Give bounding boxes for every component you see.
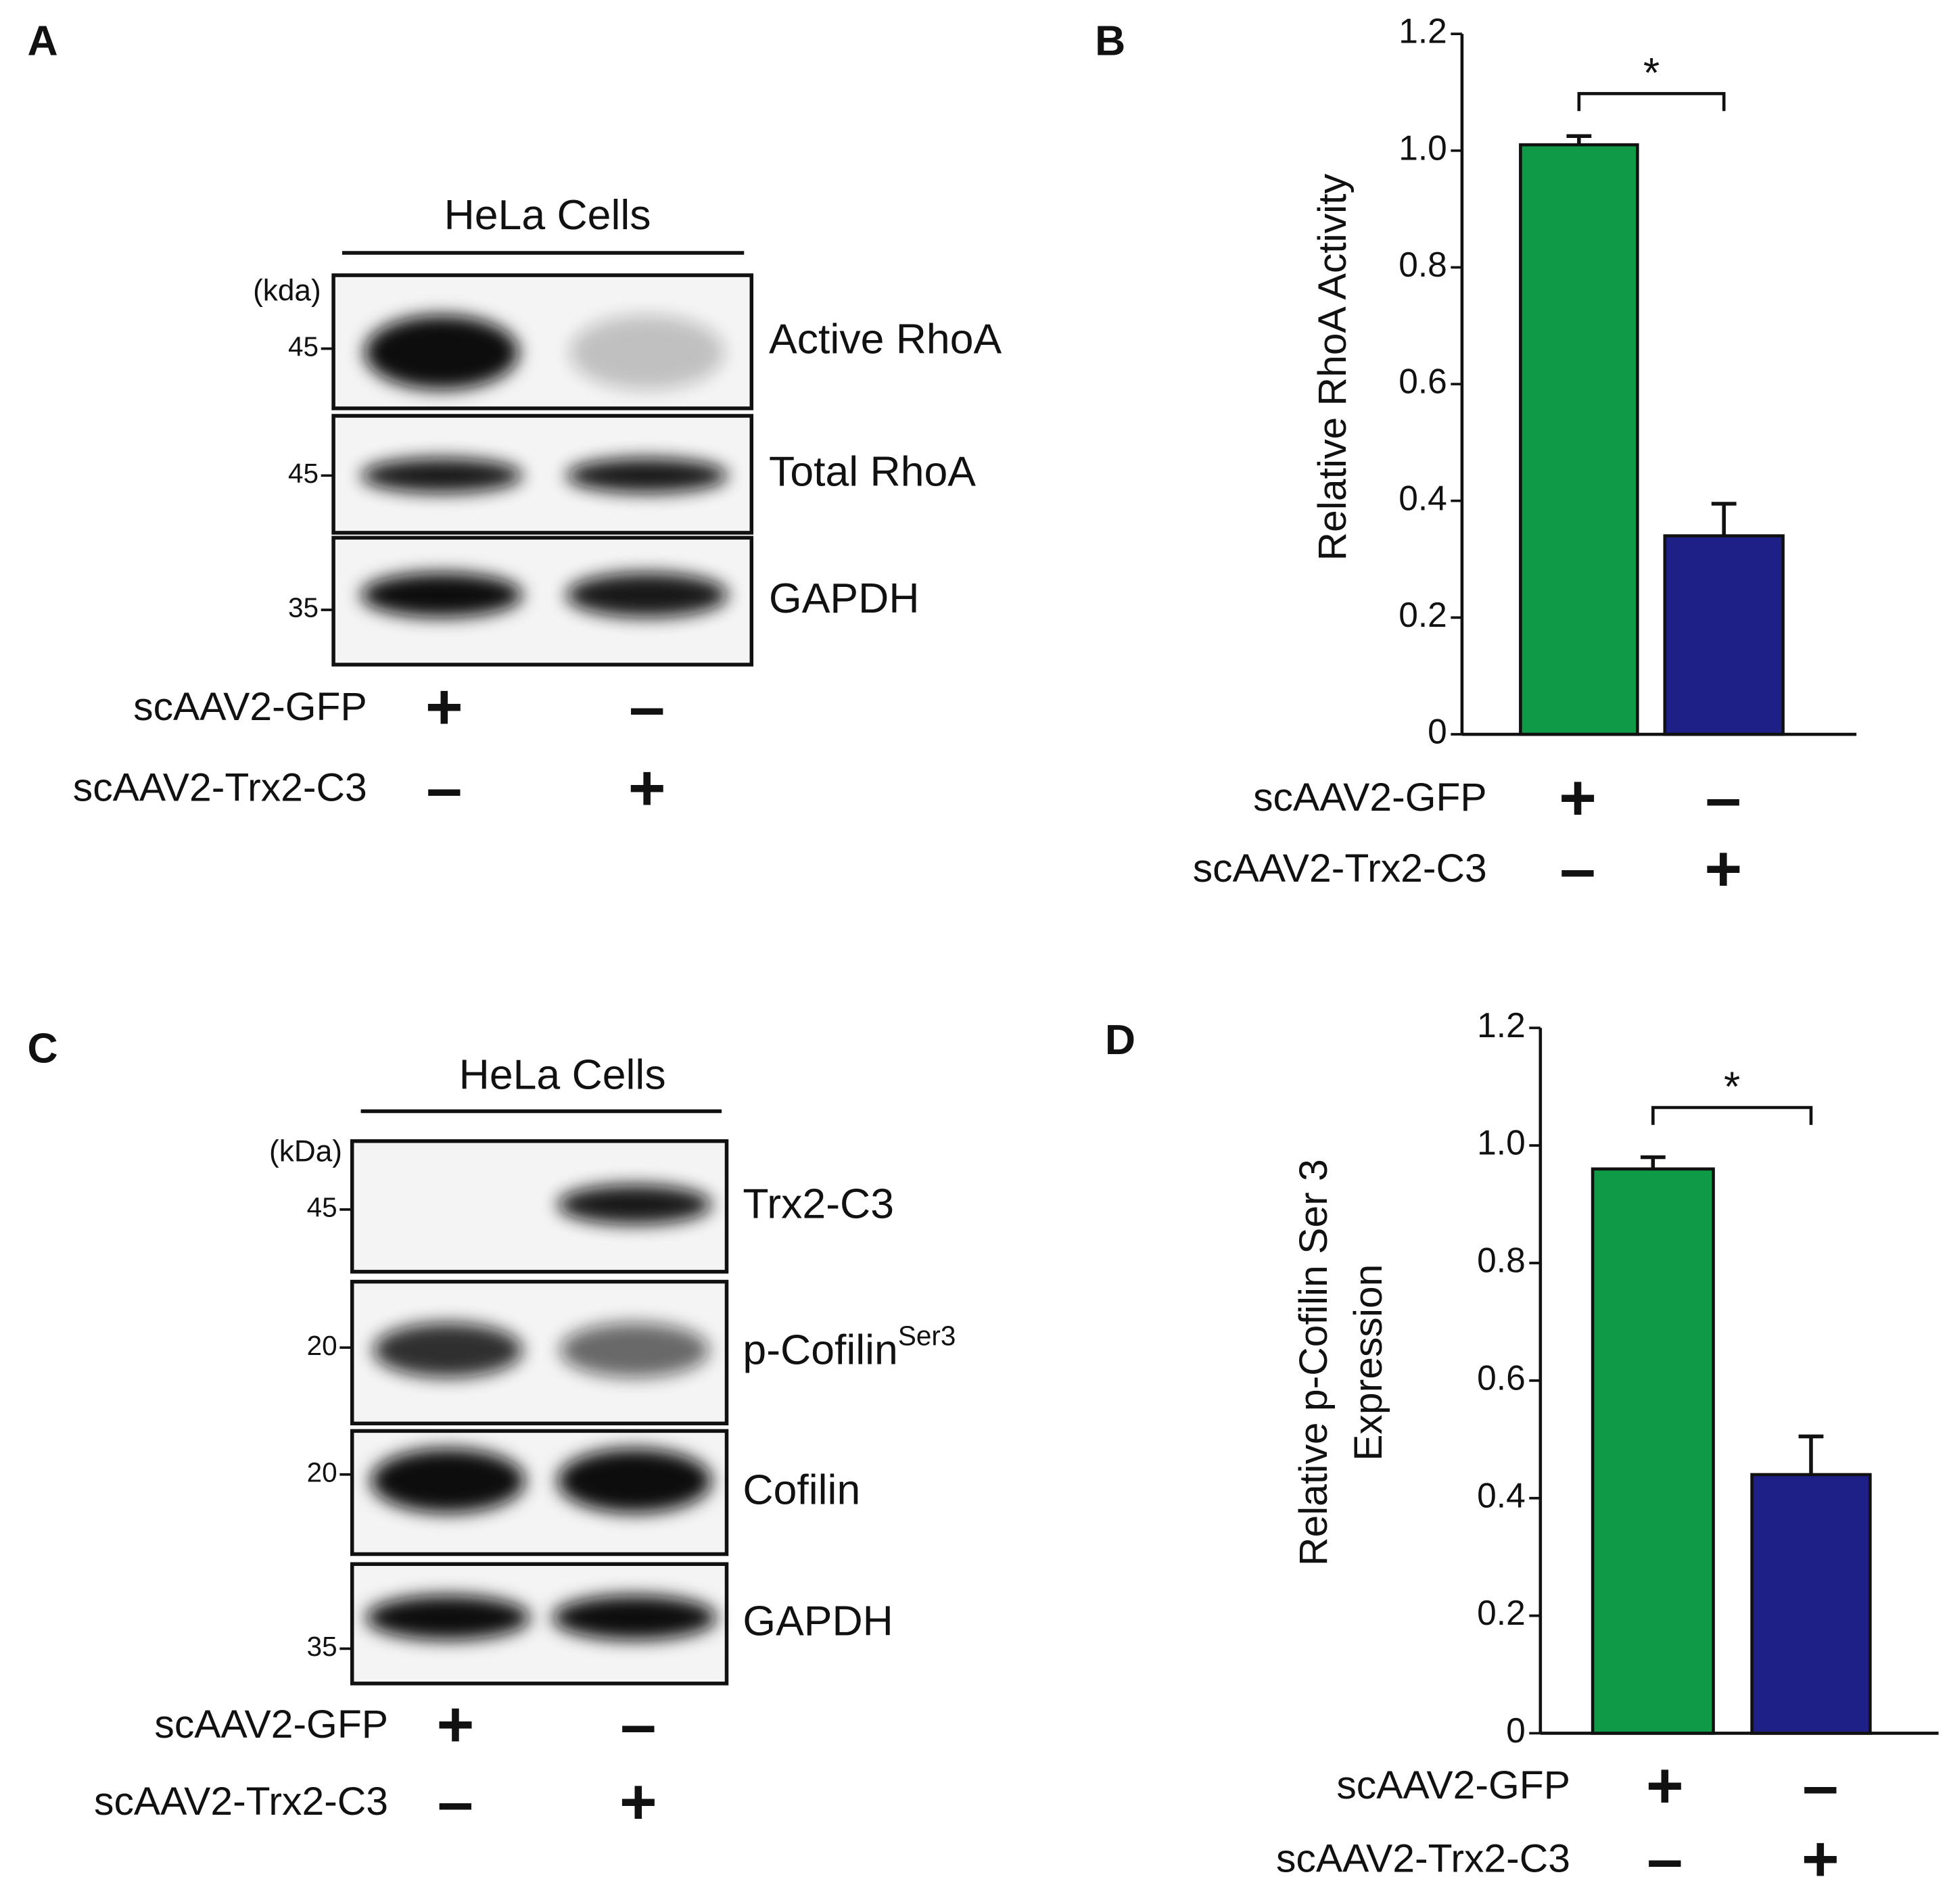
blot-label: GAPDH	[769, 575, 919, 622]
y-tick-label: 1.0	[1477, 1123, 1526, 1162]
condition-label: scAAV2-GFP	[1336, 1763, 1570, 1807]
condition-sign: –	[1647, 1823, 1683, 1895]
y-axis-label: Relative p-Cofilin Ser 3	[1292, 1159, 1336, 1566]
significance-star: *	[1724, 1064, 1740, 1111]
condition-label: scAAV2-Trx2-C3	[73, 765, 367, 809]
condition-sign: +	[628, 752, 666, 824]
condition-sign: –	[1706, 761, 1741, 834]
condition-sign: +	[436, 1688, 474, 1761]
y-axis-label: Relative RhoA Activity	[1311, 173, 1355, 561]
condition-sign: –	[426, 752, 462, 824]
blot-band	[365, 314, 519, 390]
y-tick-label: 0.4	[1398, 478, 1447, 517]
bar	[1519, 143, 1639, 736]
condition-sign: +	[1802, 1823, 1839, 1895]
blot-band	[373, 1323, 523, 1378]
blot-header: HeLa Cells	[444, 191, 651, 239]
mw-marker: 20	[307, 1456, 337, 1488]
blot-label-text: GAPDH	[743, 1597, 893, 1644]
blot-label: p-CofilinSer3	[743, 1320, 956, 1373]
bar	[1591, 1167, 1715, 1735]
blot-band	[566, 458, 728, 494]
blot-label: Total RhoA	[769, 448, 976, 495]
condition-sign: –	[629, 671, 665, 743]
condition-sign: +	[1704, 832, 1742, 905]
blot-label: GAPDH	[743, 1597, 893, 1644]
mw-unit: (kDa)	[269, 1135, 342, 1168]
blot-label: Cofilin	[743, 1466, 860, 1513]
blot-band	[360, 458, 523, 494]
y-axis-label: Expression	[1346, 1264, 1390, 1461]
y-tick-label: 1.2	[1477, 1005, 1526, 1045]
mw-marker: 35	[307, 1631, 337, 1662]
y-tick-label: 0	[1428, 712, 1447, 751]
condition-label: scAAV2-Trx2-C3	[1276, 1837, 1570, 1881]
condition-sign: +	[619, 1765, 657, 1838]
y-tick-label: 0.6	[1398, 362, 1447, 401]
mw-marker: 20	[307, 1330, 337, 1361]
y-tick-label: 1.2	[1398, 11, 1447, 51]
blot-label-text: GAPDH	[769, 575, 919, 622]
condition-label: scAAV2-Trx2-C3	[1193, 847, 1487, 890]
mw-marker: 45	[288, 331, 319, 362]
y-tick-label: 0.4	[1477, 1475, 1526, 1515]
significance-star: *	[1643, 49, 1660, 97]
panel-letter: C	[27, 1025, 57, 1072]
y-tick-label: 0.2	[1477, 1593, 1526, 1632]
condition-sign: –	[438, 1765, 473, 1838]
significance-bracket	[1577, 92, 1726, 112]
y-tick-label: 0.8	[1477, 1241, 1526, 1280]
condition-label: scAAV2-Trx2-C3	[94, 1780, 388, 1824]
blot-label: Trx2-C3	[743, 1180, 894, 1227]
panel-letter: D	[1105, 1016, 1135, 1064]
blot-band	[557, 1448, 712, 1513]
bar	[1750, 1473, 1872, 1735]
condition-label: scAAV2-GFP	[133, 685, 367, 729]
condition-sign: +	[1559, 761, 1597, 834]
blot-band	[557, 1185, 712, 1224]
y-tick-label: 0.2	[1398, 595, 1447, 634]
condition-label: scAAV2-GFP	[154, 1703, 388, 1746]
mw-marker: 35	[288, 592, 319, 623]
condition-sign: –	[1559, 832, 1595, 905]
blot-band	[365, 1595, 530, 1640]
blot-label: Active RhoA	[769, 315, 1002, 362]
blot-band	[559, 1323, 709, 1378]
blot-band	[371, 1448, 525, 1513]
condition-sign: +	[1646, 1749, 1684, 1822]
y-tick-label: 0.8	[1398, 245, 1447, 284]
blot-label-text: Trx2-C3	[743, 1180, 894, 1227]
condition-sign: –	[620, 1688, 656, 1761]
y-tick-label: 1.0	[1398, 128, 1447, 167]
mw-marker: 45	[288, 458, 319, 489]
condition-sign: +	[425, 671, 463, 743]
condition-label: scAAV2-GFP	[1253, 776, 1487, 819]
blot-band	[569, 314, 724, 390]
blot-label-text: Cofilin	[743, 1466, 860, 1513]
blot-label-text: p-Cofilin	[743, 1326, 897, 1373]
panel-letter: B	[1095, 17, 1125, 64]
blot-label-text: Total RhoA	[769, 448, 976, 495]
blot-band	[360, 572, 523, 618]
bar	[1663, 534, 1785, 736]
mw-marker: 45	[307, 1192, 337, 1223]
significance-bracket	[1651, 1105, 1813, 1125]
y-tick-label: 0.6	[1477, 1358, 1526, 1397]
panel-letter: A	[27, 17, 57, 64]
y-tick-label: 0	[1506, 1711, 1526, 1750]
blot-label-superscript: Ser3	[898, 1320, 956, 1351]
mw-unit: (kda)	[253, 274, 321, 307]
condition-sign: –	[1802, 1749, 1838, 1822]
blot-label-text: Active RhoA	[769, 315, 1002, 362]
blot-band	[552, 1595, 717, 1640]
blot-header: HeLa Cells	[459, 1051, 666, 1098]
blot-band	[566, 572, 728, 618]
